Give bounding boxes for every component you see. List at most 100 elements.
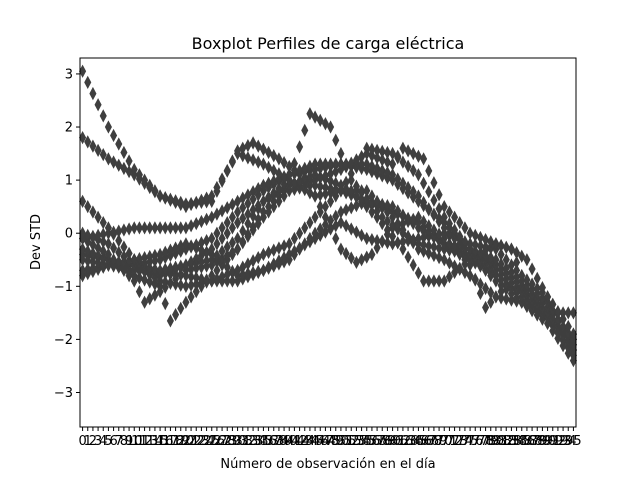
- x-tick-label: 34: [250, 434, 267, 449]
- flier-point: [337, 242, 345, 256]
- flier-point: [213, 207, 221, 221]
- x-tick-label: 94: [560, 434, 577, 449]
- flier-point: [177, 195, 185, 210]
- flier-point: [280, 250, 288, 265]
- flier-point: [306, 186, 314, 200]
- flier-point: [244, 227, 252, 241]
- x-tick-label: 7: [115, 434, 123, 449]
- flier-point: [378, 153, 386, 167]
- flier-point: [89, 205, 97, 219]
- flier-point: [440, 200, 448, 214]
- flier-point: [177, 278, 185, 292]
- x-tick-label: 78: [477, 434, 494, 449]
- x-tick-label: 4: [99, 434, 107, 449]
- flier-point: [306, 215, 314, 230]
- flier-point: [172, 307, 180, 322]
- flier-point: [177, 301, 185, 316]
- flier-point: [84, 228, 92, 242]
- flier-point: [249, 185, 257, 199]
- x-tick-label: 55: [358, 434, 375, 449]
- flier-point: [218, 231, 226, 246]
- flier-point: [316, 222, 324, 236]
- flier-point: [482, 232, 490, 247]
- flier-point: [425, 246, 433, 261]
- flier-point: [332, 133, 340, 147]
- flier-point: [440, 274, 448, 288]
- x-tick-label: 69: [431, 434, 448, 449]
- x-tick-label: 18: [167, 434, 184, 449]
- y-axis: −3 −2 −1 0 1 2 3: [54, 67, 80, 401]
- flier-point: [425, 202, 433, 216]
- flier-point: [275, 167, 283, 181]
- flier-point: [84, 75, 92, 90]
- flier-point: [110, 253, 118, 267]
- flier-point: [249, 153, 257, 167]
- flier-point: [192, 271, 200, 285]
- flier-point: [399, 176, 407, 190]
- flier-point: [528, 277, 536, 291]
- flier-point: [223, 163, 231, 178]
- x-tick-label: 85: [513, 434, 530, 449]
- flier-point: [409, 163, 417, 178]
- x-tick-label: 79: [482, 434, 499, 449]
- data-layer: [79, 64, 577, 368]
- flier-point: [352, 225, 360, 239]
- flier-point: [172, 221, 180, 235]
- flier-point: [327, 157, 335, 171]
- x-tick-label: 58: [374, 434, 391, 449]
- flier-point: [559, 306, 567, 320]
- flier-point: [316, 113, 324, 128]
- flier-point: [456, 215, 464, 230]
- flier-point: [337, 215, 345, 230]
- flier-point: [492, 290, 500, 304]
- flier-point: [141, 295, 149, 309]
- x-tick-label: 70: [436, 434, 453, 449]
- flier-point: [425, 239, 433, 253]
- flier-point: [559, 320, 567, 334]
- flier-point: [151, 221, 159, 235]
- flier-point: [166, 221, 174, 235]
- flier-point: [161, 275, 169, 289]
- x-tick-label: 27: [214, 434, 231, 449]
- flier-point: [166, 314, 174, 328]
- flier-point: [544, 290, 552, 304]
- flier-point: [513, 255, 521, 270]
- flier-point: [352, 179, 360, 193]
- flier-point: [311, 210, 319, 224]
- flier-point: [120, 145, 128, 160]
- flier-point: [146, 221, 154, 235]
- x-tick-label: 49: [327, 434, 344, 449]
- flier-point: [420, 214, 428, 229]
- flier-point: [285, 237, 293, 251]
- flier-point: [120, 249, 128, 264]
- chart-title: Boxplot Perfiles de carga eléctrica: [192, 34, 465, 53]
- flier-point: [213, 263, 221, 278]
- flier-point: [492, 237, 500, 251]
- flier-point: [321, 218, 329, 232]
- flier-point: [476, 246, 484, 261]
- flier-point: [425, 219, 433, 233]
- flier-point: [394, 217, 402, 231]
- flier-point: [332, 157, 340, 171]
- flier-point: [342, 182, 350, 196]
- x-axis: 0123456789101112131415161718192021222324…: [78, 427, 582, 449]
- flier-point: [99, 244, 107, 258]
- flier-point: [290, 231, 298, 246]
- x-tick-label: 42: [291, 434, 308, 449]
- y-tick-label: −1: [54, 280, 73, 295]
- x-tick-label: 68: [426, 434, 443, 449]
- flier-point: [342, 219, 350, 233]
- flier-point: [368, 159, 376, 173]
- flier-point: [94, 98, 102, 112]
- flier-point: [404, 144, 412, 158]
- flier-point: [259, 157, 267, 171]
- flier-point: [270, 149, 278, 163]
- flier-point: [115, 245, 123, 259]
- flier-point: [239, 211, 247, 225]
- flier-point: [94, 248, 102, 263]
- flier-point: [518, 269, 526, 283]
- flier-point: [430, 207, 438, 221]
- flier-point: [213, 237, 221, 251]
- flier-point: [383, 214, 391, 228]
- flier-point: [151, 184, 159, 198]
